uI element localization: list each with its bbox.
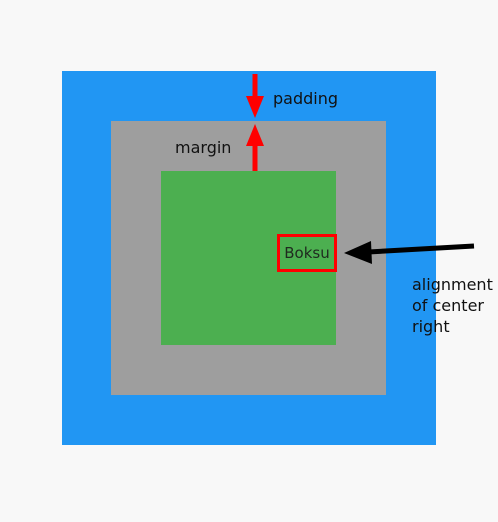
alignment-annotation: alignment of center right: [412, 274, 493, 337]
boksu-label: Boksu: [284, 244, 330, 262]
padding-label: padding: [273, 89, 339, 108]
annotation-line-2: of center: [412, 296, 484, 315]
annotation-line-3: right: [412, 317, 450, 336]
boksu-highlight-box: Boksu: [277, 234, 337, 272]
annotation-line-1: alignment: [412, 275, 493, 294]
inner-green-box: [161, 171, 336, 345]
margin-label: margin: [175, 138, 232, 157]
